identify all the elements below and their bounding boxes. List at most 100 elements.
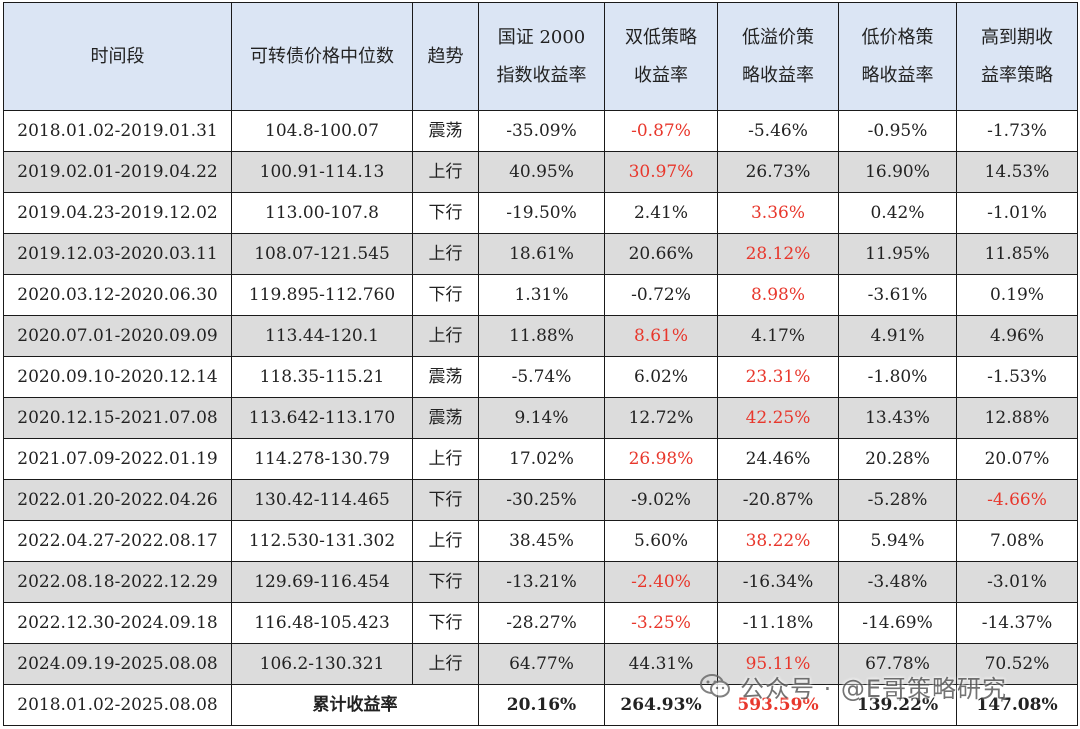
col-header-index-return: 国证 2000 指数收益率 (478, 2, 605, 111)
cell-period: 2022.01.20-2022.04.26 (3, 479, 232, 521)
cell-double-low: -0.72% (604, 274, 718, 316)
cell-index-return: 11.88% (478, 315, 605, 357)
cell-high-ytm: 0.19% (956, 274, 1078, 316)
cell-median-price: 106.2-130.321 (231, 643, 413, 685)
col-header-low-price: 低价格策 略收益率 (838, 2, 957, 111)
cell-period: 2018.01.02-2025.08.08 (3, 684, 232, 726)
cell-low-premium: -20.87% (717, 479, 839, 521)
cell-period: 2022.08.18-2022.12.29 (3, 561, 232, 603)
table-body: 2018.01.02-2019.01.31 104.8-100.07 震荡 -35.0… (3, 110, 1078, 726)
cell-period: 2020.03.12-2020.06.30 (3, 274, 232, 316)
table-row: 2020.12.15-2021.07.08 113.642-113.170 震荡 9.… (3, 397, 1078, 439)
cell-high-ytm: -1.73% (956, 110, 1078, 152)
cell-low-premium: 3.36% (717, 192, 839, 234)
cell-low-price: -14.69% (838, 602, 957, 644)
cell-period: 2022.12.30-2024.09.18 (3, 602, 232, 644)
cell-double-low: 12.72% (604, 397, 718, 439)
cell-double-low: -3.25% (604, 602, 718, 644)
cell-high-ytm: 70.52% (956, 643, 1078, 685)
table-row: 2019.12.03-2020.03.11 108.07-121.545 上行 18.… (3, 233, 1078, 275)
cell-trend: 震荡 (412, 356, 479, 398)
cell-period: 2020.12.15-2021.07.08 (3, 397, 232, 439)
cell-double-low: 264.93% (604, 684, 718, 726)
cell-low-price: -3.61% (838, 274, 957, 316)
cell-trend: 上行 (412, 438, 479, 480)
cell-low-price: 139.22% (838, 684, 957, 726)
cell-median-price: 104.8-100.07 (231, 110, 413, 152)
cell-trend: 震荡 (412, 397, 479, 439)
table-row: 2022.04.27-2022.08.17 112.530-131.302 上行 38… (3, 520, 1078, 562)
table-row: 2020.07.01-2020.09.09 113.44-120.1 上行 11.88… (3, 315, 1078, 357)
cell-high-ytm: -1.01% (956, 192, 1078, 234)
cell-low-premium: 28.12% (717, 233, 839, 275)
cell-low-price: -3.48% (838, 561, 957, 603)
cell-low-price: 20.28% (838, 438, 957, 480)
cell-trend: 下行 (412, 602, 479, 644)
cell-index-return: -28.27% (478, 602, 605, 644)
cell-index-return: -5.74% (478, 356, 605, 398)
cell-high-ytm: 20.07% (956, 438, 1078, 480)
cell-double-low: -0.87% (604, 110, 718, 152)
cell-double-low: -2.40% (604, 561, 718, 603)
cell-median-price: 129.69-116.454 (231, 561, 413, 603)
cell-trend: 上行 (412, 233, 479, 275)
cell-trend: 下行 (412, 479, 479, 521)
cell-low-price: -0.95% (838, 110, 957, 152)
col-header-trend: 趋势 (412, 2, 479, 111)
col-header-high-ytm: 高到期收 益率策略 (956, 2, 1078, 111)
cell-median-price: 108.07-121.545 (231, 233, 413, 275)
cell-period: 2024.09.19-2025.08.08 (3, 643, 232, 685)
cell-high-ytm: 14.53% (956, 151, 1078, 193)
cell-double-low: 20.66% (604, 233, 718, 275)
table-row: 2020.03.12-2020.06.30 119.895-112.760 下行 1.… (3, 274, 1078, 316)
col-header-median-price: 可转债价格中位数 (231, 2, 413, 111)
col-header-double-low: 双低策略 收益率 (604, 2, 718, 111)
cell-double-low: -9.02% (604, 479, 718, 521)
cell-median-price: 114.278-130.79 (231, 438, 413, 480)
table-row: 2022.01.20-2022.04.26 130.42-114.465 下行 -30… (3, 479, 1078, 521)
cell-period: 2019.02.01-2019.04.22 (3, 151, 232, 193)
cell-double-low: 8.61% (604, 315, 718, 357)
cell-high-ytm: -4.66% (956, 479, 1078, 521)
cell-low-premium: 593.59% (717, 684, 839, 726)
cell-low-price: 67.78% (838, 643, 957, 685)
table-row: 2024.09.19-2025.08.08 106.2-130.321 上行 64.7… (3, 643, 1078, 685)
cell-low-premium: 26.73% (717, 151, 839, 193)
cell-index-return: 9.14% (478, 397, 605, 439)
cell-low-premium: 8.98% (717, 274, 839, 316)
cell-low-premium: -11.18% (717, 602, 839, 644)
cell-median-price: 100.91-114.13 (231, 151, 413, 193)
cell-low-premium: 4.17% (717, 315, 839, 357)
cell-double-low: 44.31% (604, 643, 718, 685)
cell-high-ytm: 12.88% (956, 397, 1078, 439)
header-row: 时间段 可转债价格中位数 趋势 国证 2000 指数收益率 双低策略 收益率 低溢价… (3, 2, 1078, 111)
cell-low-price: 5.94% (838, 520, 957, 562)
cell-index-return: 1.31% (478, 274, 605, 316)
cell-double-low: 2.41% (604, 192, 718, 234)
cell-trend: 上行 (412, 643, 479, 685)
cell-index-return: -30.25% (478, 479, 605, 521)
cell-period: 2021.07.09-2022.01.19 (3, 438, 232, 480)
cell-low-premium: 24.46% (717, 438, 839, 480)
table-row: 2022.12.30-2024.09.18 116.48-105.423 下行 -28… (3, 602, 1078, 644)
col-header-period: 时间段 (3, 2, 232, 111)
table-row: 2020.09.10-2020.12.14 118.35-115.21 震荡 -5.7… (3, 356, 1078, 398)
cell-high-ytm: -14.37% (956, 602, 1078, 644)
table-row: 2021.07.09-2022.01.19 114.278-130.79 上行 17.… (3, 438, 1078, 480)
cell-low-premium: -16.34% (717, 561, 839, 603)
table-row: 2019.04.23-2019.12.02 113.00-107.8 下行 -19.5… (3, 192, 1078, 234)
cell-double-low: 5.60% (604, 520, 718, 562)
cell-median-price: 119.895-112.760 (231, 274, 413, 316)
cell-period: 2020.09.10-2020.12.14 (3, 356, 232, 398)
cell-period: 2020.07.01-2020.09.09 (3, 315, 232, 357)
cell-high-ytm: 7.08% (956, 520, 1078, 562)
cell-low-price: -5.28% (838, 479, 957, 521)
cell-index-return: 17.02% (478, 438, 605, 480)
cell-low-price: 4.91% (838, 315, 957, 357)
cell-trend: 上行 (412, 151, 479, 193)
cell-index-return: 38.45% (478, 520, 605, 562)
cell-low-price: 13.43% (838, 397, 957, 439)
cell-median-price: 113.00-107.8 (231, 192, 413, 234)
strategy-returns-table: 时间段 可转债价格中位数 趋势 国证 2000 指数收益率 双低策略 收益率 低溢价… (3, 2, 1078, 726)
cell-median-price: 113.642-113.170 (231, 397, 413, 439)
